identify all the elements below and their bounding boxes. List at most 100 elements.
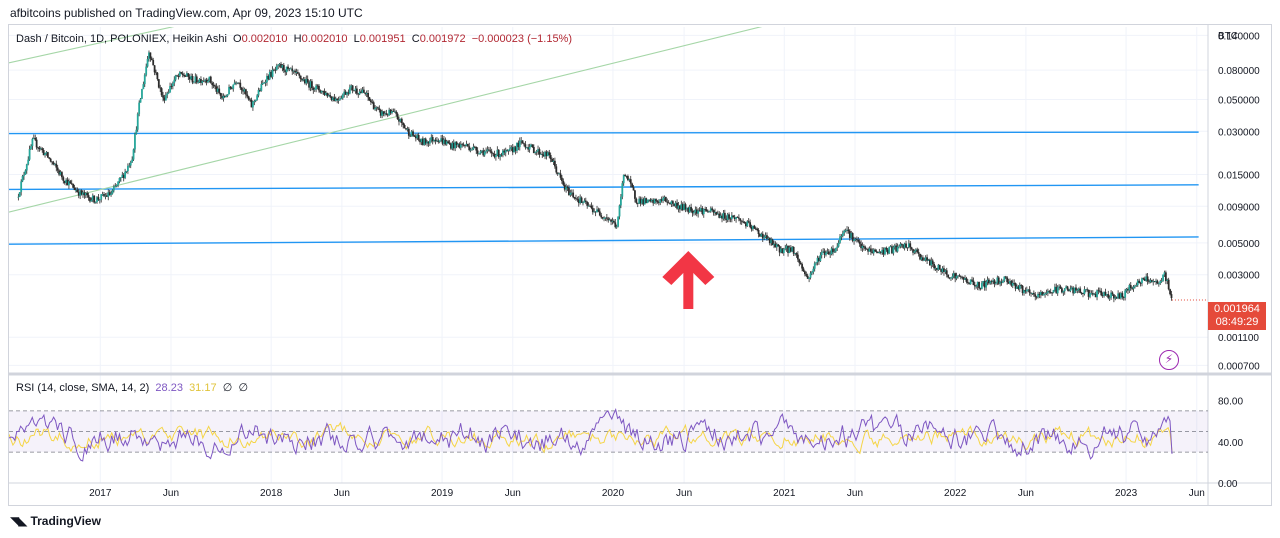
candle-body <box>496 149 499 155</box>
close-value: 0.001972 <box>419 33 466 45</box>
candle-body <box>334 98 337 101</box>
candle-body <box>464 145 466 147</box>
candle-body <box>829 254 832 255</box>
candle-body <box>663 197 666 199</box>
candle-body <box>572 192 575 198</box>
candle-body <box>666 201 669 203</box>
candle-body <box>552 160 555 162</box>
tradingview-footer[interactable]: ◥◣ TradingView <box>10 514 101 528</box>
candle-body <box>929 259 931 266</box>
candle-body <box>553 160 556 167</box>
candle-body <box>486 149 489 151</box>
candle-body <box>207 81 209 83</box>
candle-body <box>384 113 386 115</box>
candle-body <box>1159 280 1162 284</box>
candle-body <box>770 239 773 244</box>
candle-body <box>436 140 438 142</box>
candle-body <box>145 66 148 75</box>
candle-body <box>1061 288 1063 293</box>
candle-body <box>589 205 591 207</box>
candle-body <box>466 143 469 147</box>
empty-value-icon: ∅ <box>222 382 233 394</box>
candle-body <box>549 155 552 159</box>
candle-body <box>215 86 218 92</box>
candle-body <box>761 233 764 239</box>
rsi-legend: RSI (14, close, SMA, 14, 2) 28.23 31.17 … <box>16 381 248 394</box>
candle-body <box>733 217 736 220</box>
candle-body <box>504 150 507 153</box>
candle-body <box>1118 293 1121 299</box>
candle-body <box>905 243 907 248</box>
candle-body <box>91 195 94 201</box>
candle-body <box>468 146 471 151</box>
candle-body <box>1049 292 1052 293</box>
candle-body <box>559 173 562 178</box>
candle-body <box>709 208 712 212</box>
candle-body <box>812 268 815 273</box>
candle-body <box>1010 281 1013 286</box>
candle-body <box>1111 292 1114 295</box>
candle-body <box>1073 287 1076 294</box>
candle-body <box>742 221 745 223</box>
candle-body <box>850 233 853 238</box>
candle-body <box>1035 296 1038 298</box>
candle-body <box>188 76 191 80</box>
candle-body <box>212 84 215 86</box>
candle-body <box>1152 281 1155 283</box>
candle-body <box>958 275 961 277</box>
candle-body <box>261 82 264 85</box>
candle-body <box>1104 291 1107 296</box>
candle-body <box>273 69 275 71</box>
candle-body <box>568 187 570 195</box>
candle-body <box>1013 282 1016 284</box>
candle-body <box>853 239 855 241</box>
candle-body <box>966 281 969 283</box>
candle-body <box>952 273 955 277</box>
candle-body <box>214 85 216 87</box>
candle-body <box>532 147 535 154</box>
candle-body <box>736 217 739 218</box>
candle-body <box>489 150 492 152</box>
candle-body <box>771 239 774 246</box>
candle-body <box>483 151 486 156</box>
candle-body <box>888 247 891 254</box>
candle-body <box>878 251 881 254</box>
candle-body <box>266 75 268 83</box>
candle-body <box>1115 297 1118 299</box>
candle-body <box>1089 293 1091 297</box>
candle-body <box>1003 276 1006 281</box>
candle-body <box>809 273 812 278</box>
candle-body <box>646 199 649 204</box>
candle-body <box>355 88 358 94</box>
candle-body <box>163 97 166 101</box>
candle-body <box>119 177 122 179</box>
lightning-icon[interactable]: ⚡ <box>1159 350 1179 370</box>
candle-body <box>379 110 382 116</box>
candle-body <box>170 86 173 87</box>
candle-body <box>86 192 89 196</box>
candle-body <box>656 201 659 203</box>
candle-body <box>1027 289 1030 291</box>
candle-body <box>521 140 524 144</box>
candle-body <box>63 180 66 183</box>
candle-body <box>745 223 747 227</box>
candle-body <box>38 147 41 150</box>
candle-body <box>402 123 405 126</box>
candle-body <box>509 148 511 150</box>
candle-body <box>1051 292 1053 294</box>
candle-body <box>244 89 247 95</box>
candle-body <box>1066 286 1069 290</box>
candle-body <box>819 255 822 262</box>
candle-body <box>954 273 957 279</box>
candle-body <box>523 143 525 145</box>
candle-body <box>32 137 35 139</box>
candle-body <box>827 251 830 255</box>
candle-body <box>610 219 612 222</box>
candle-body <box>746 221 749 227</box>
candle-body <box>388 109 391 116</box>
candle-body <box>930 260 933 266</box>
candle-body <box>1080 292 1083 294</box>
candle-body <box>980 282 983 289</box>
rsi-tick-label: 80.00 <box>1218 397 1243 408</box>
